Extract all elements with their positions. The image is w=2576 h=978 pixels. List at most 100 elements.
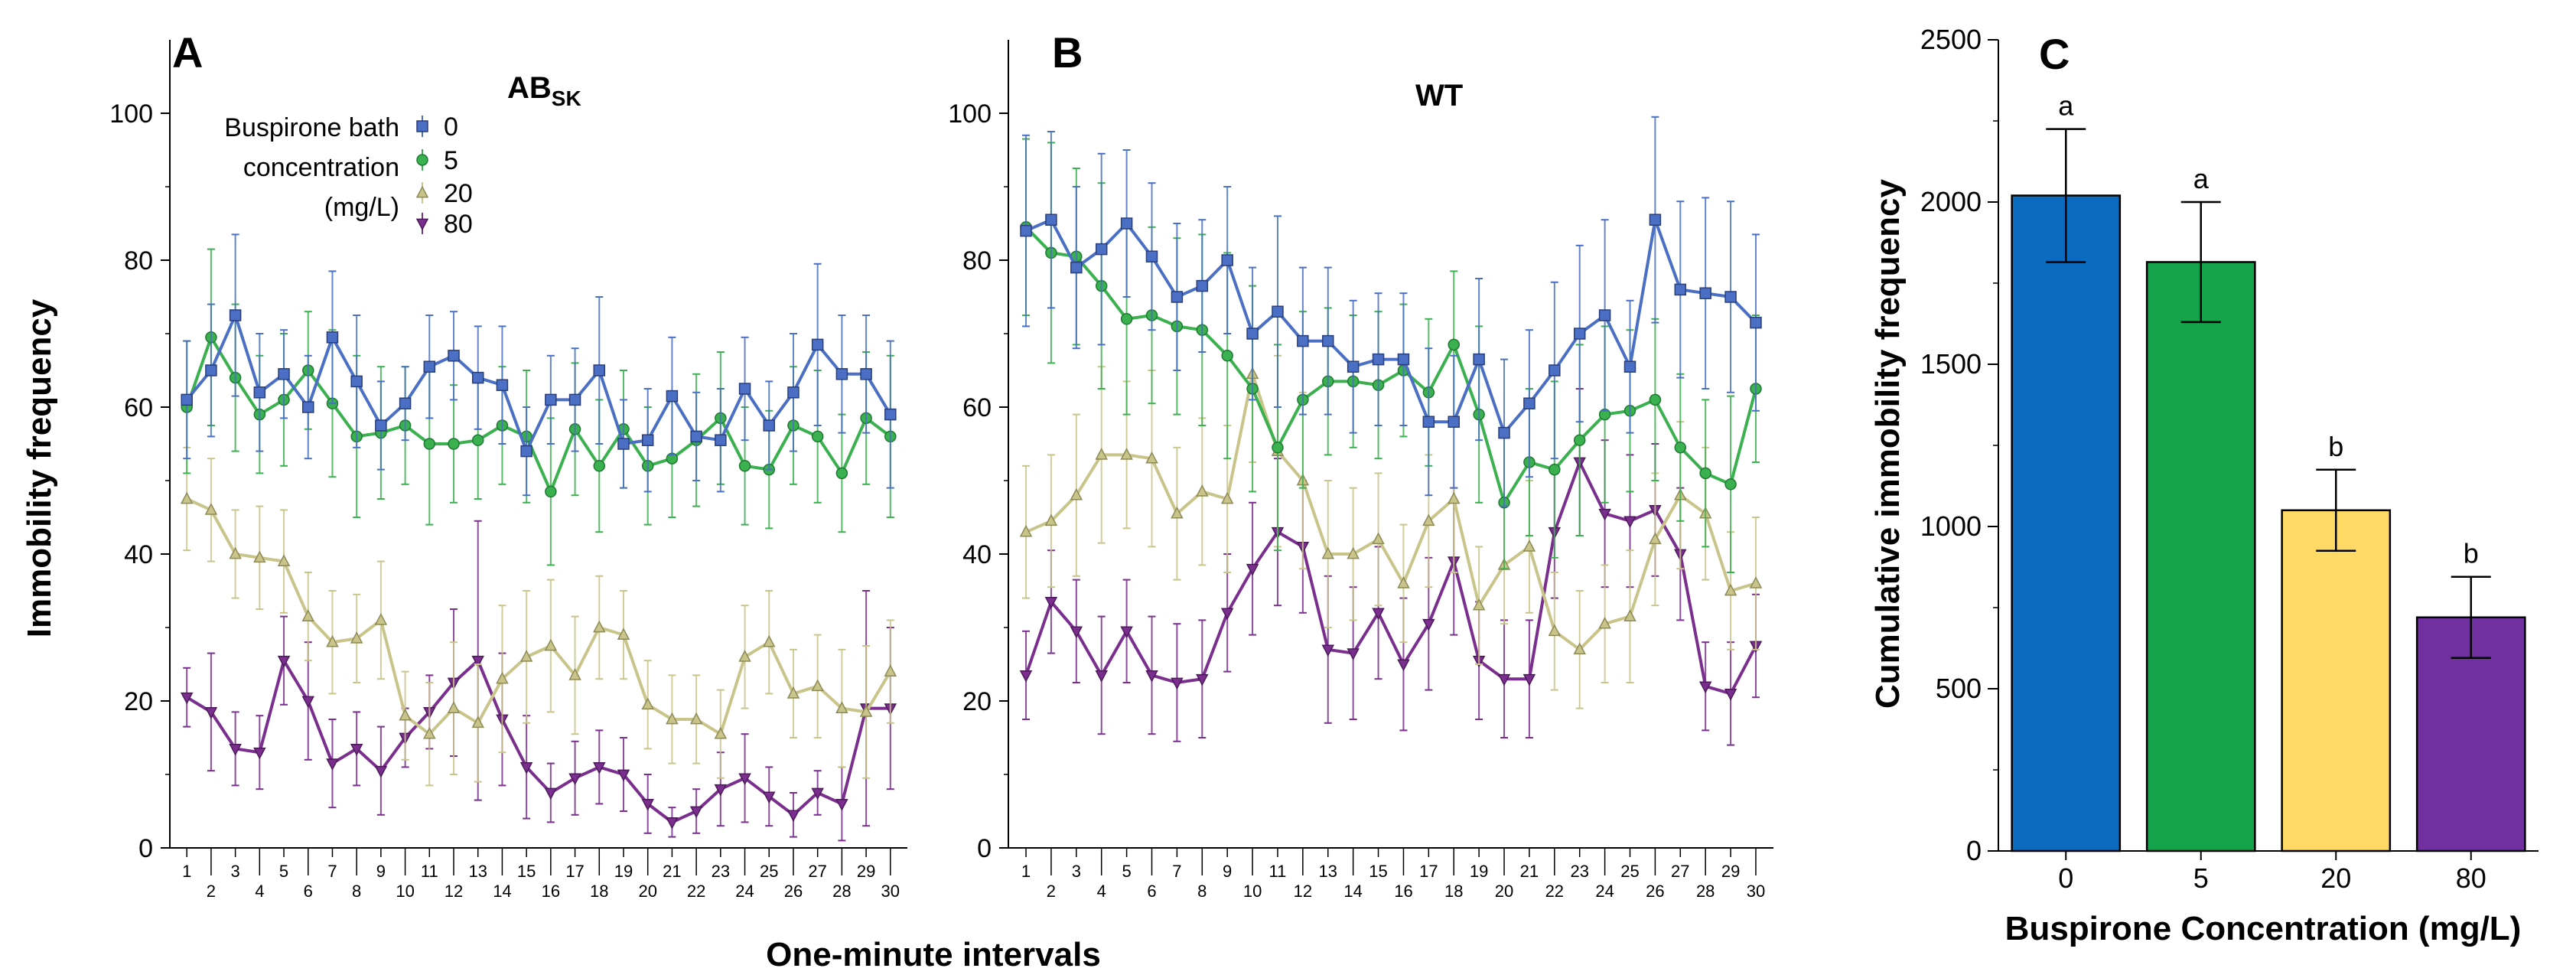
- panel-a-series-20-point: [204, 503, 218, 515]
- panel-a-series-20-point: [496, 671, 509, 684]
- panel-a-series-5-point: [471, 434, 484, 446]
- panel-b-series-0-line: [1025, 214, 1757, 436]
- panel-b-series-0-point: [1397, 353, 1410, 366]
- panel-a-series-20-point: [253, 550, 266, 563]
- panel-b-series-0-point: [1724, 291, 1737, 303]
- panel-a-series-80-point: [763, 791, 776, 804]
- panel-b-y-tick-label: 100: [948, 99, 992, 129]
- panel-b-x-tick-label: 14: [1343, 882, 1362, 901]
- panel-a-x-tick-label: 8: [352, 882, 361, 901]
- panel-b-series-20-point: [1019, 524, 1033, 537]
- panel-a-x-tick-label: 6: [304, 882, 313, 901]
- panel-a-series-80-point: [835, 799, 848, 811]
- panel-b-series-0-point: [1422, 416, 1435, 428]
- panel-a-x-tick-label: 24: [735, 882, 754, 901]
- panel-c-y-tick-label: 2000: [1920, 186, 1982, 217]
- panel-b-series-20-point: [1422, 513, 1435, 526]
- panel-a-series-80-point: [738, 773, 751, 786]
- panel-a-x-tick-label: 28: [832, 882, 851, 901]
- panel-a-y-tick-label: 20: [124, 687, 153, 716]
- panel-b-series-0: [1020, 116, 1762, 507]
- legend-entry-80-label: 80: [444, 210, 473, 239]
- panel-b-x-tick-label: 7: [1172, 862, 1181, 881]
- panel-a-series-80-point: [689, 806, 703, 819]
- panel-b-series-0-point: [1649, 214, 1662, 226]
- panel-a-series-80-point: [350, 744, 363, 756]
- panel-a-series-0-point: [545, 393, 557, 406]
- panel-b-series-0-point: [1473, 353, 1485, 366]
- panel-b-series-80-point: [1397, 659, 1410, 672]
- panel-c-bar-80-significance: b: [2464, 538, 2479, 569]
- legend-title-line-3: (mg/L): [324, 193, 399, 222]
- legend-title-line-1: Buspirone bath: [224, 113, 399, 142]
- panel-a-series-20-point: [859, 705, 873, 717]
- panel-a-series-0-point: [496, 379, 509, 391]
- panel-b-series-80-point: [1095, 670, 1108, 683]
- panel-a-series-80-point: [811, 787, 824, 800]
- panel-b-series-0-point: [1272, 305, 1284, 318]
- panel-b-series-80-point: [1372, 608, 1385, 621]
- panel-a-series-0-point: [690, 430, 702, 443]
- panel-b-x-tick-label: 26: [1646, 882, 1664, 901]
- panel-b-x-tick-label: 15: [1369, 862, 1387, 881]
- panel-b-series-20-point: [1397, 576, 1410, 588]
- panel-a-x-tick-label: 22: [687, 882, 705, 901]
- legend-entry-0-marker: [416, 120, 428, 132]
- panel-a-series-5-point: [593, 460, 606, 472]
- panel-b-x-tick-label: 2: [1047, 882, 1056, 901]
- panel-b-x-tick-label: 19: [1470, 862, 1488, 881]
- panel-b-series-20-point: [1598, 616, 1611, 629]
- panel-b-series-0-point: [1246, 328, 1259, 340]
- panel-a-series-80-point: [544, 787, 558, 800]
- panel-a-series-80-point: [204, 707, 218, 719]
- panel-a-x-tick-label: 5: [279, 862, 288, 881]
- panel-a-x-tick-label: 13: [468, 862, 487, 881]
- panel-a-series-0-line: [185, 311, 892, 455]
- panel-a-series-80-point: [714, 784, 728, 797]
- panel-c-y-tick-label: 1000: [1920, 510, 1982, 542]
- panel-b-title: WT: [1415, 79, 1463, 112]
- panel-a-series-0-point: [884, 408, 897, 421]
- panel-b-series-5-point: [1724, 478, 1737, 491]
- legend-title-line-2: concentration: [243, 153, 399, 182]
- panel-c-x-tick-label-80: 80: [2456, 862, 2486, 894]
- panel-a-y-axis-label: Immobility frequency: [21, 298, 58, 637]
- panel-a-series-20: [180, 446, 897, 787]
- panel-a-series-20-point: [229, 546, 242, 559]
- panel-a-series-20-point: [277, 554, 291, 566]
- panel-b-series-80-point: [1522, 673, 1536, 686]
- panel-b-series-0-point: [1171, 291, 1184, 303]
- panel-b-x-tick-label: 24: [1595, 882, 1614, 901]
- panel-a-series-20-point: [714, 726, 728, 739]
- panel-b-y-tick-label: 40: [962, 540, 992, 569]
- panel-a-title-main: AB: [507, 71, 552, 105]
- panel-a-series-0-point: [399, 397, 412, 409]
- panel-b-series-80-point: [1497, 673, 1511, 686]
- panel-b-x-tick-label: 20: [1495, 882, 1513, 901]
- panel-a-series-0-point: [738, 383, 751, 395]
- panel-b-series-0-point: [1297, 334, 1309, 347]
- panel-a-series-80-point: [301, 696, 314, 709]
- panel-b-series-80-point: [1246, 563, 1259, 576]
- panel-b-x-tick-label: 16: [1394, 882, 1412, 901]
- panel-a-series-0-point: [811, 338, 824, 351]
- panel-a-x-tick-label: 21: [663, 862, 681, 881]
- panel-a-x-tick-label: 17: [565, 862, 584, 881]
- panel-a-series-20-point: [738, 650, 751, 662]
- panel-b-x-tick-label: 8: [1197, 882, 1207, 901]
- panel-b-series-20-point: [1321, 546, 1335, 559]
- panel-a-series-0-point: [835, 368, 848, 380]
- panel-b-series-80-point: [1171, 677, 1184, 690]
- panel-b-series-80-line: [1024, 458, 1757, 696]
- panel-b-series-0-point: [1674, 283, 1687, 296]
- panel-a-series-20-point: [689, 712, 703, 725]
- panel-b-series-0-point: [1372, 353, 1385, 366]
- panel-a-series-20-point: [519, 650, 533, 662]
- panel-a-series-0-point: [593, 364, 606, 377]
- panel-a-x-tick-label: 30: [881, 882, 900, 901]
- panel-a-x-tick-label: 26: [784, 882, 803, 901]
- panel-b-y-tick-label: 80: [962, 246, 992, 275]
- panel-a-x-tick-label: 15: [517, 862, 536, 881]
- panel-b-x-tick-label: 27: [1671, 862, 1689, 881]
- panel-b-series-80: [1019, 388, 1763, 746]
